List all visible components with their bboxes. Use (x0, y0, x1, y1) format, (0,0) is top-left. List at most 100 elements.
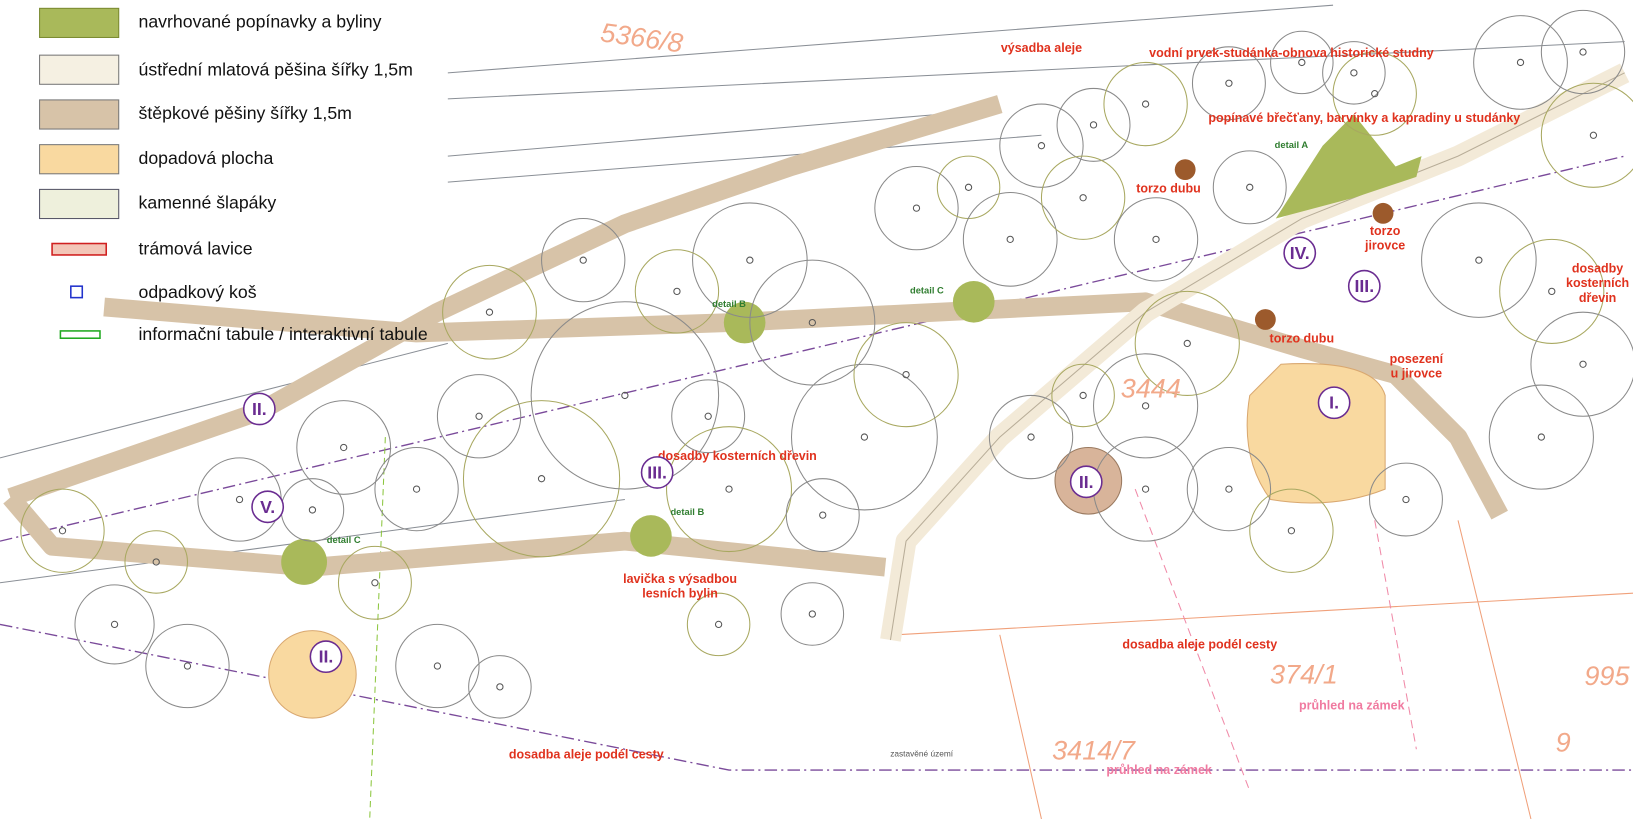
tree-trunk (1142, 101, 1148, 107)
tree-trunk (184, 663, 190, 669)
detail-label: detail C (910, 285, 944, 295)
annotation-line: u jirovce (1391, 367, 1442, 381)
tree-crown (786, 479, 859, 552)
tree-crown (281, 479, 343, 541)
annotation: vodní prvek-studánka-obnova historické s… (1149, 46, 1434, 60)
tree-trunk (1549, 288, 1555, 294)
parcel-number: 3444 (1121, 374, 1181, 404)
tree-trunk (1028, 434, 1034, 440)
tree-crown (463, 401, 619, 557)
annotation: výsadba aleje (1001, 41, 1082, 55)
tree-trunk (715, 621, 721, 627)
zone-label: zastavěné území (890, 749, 954, 759)
parcel-number: 3414/7 (1052, 736, 1136, 766)
parcel-number: 374/1 (1270, 660, 1338, 690)
legend-swatch (40, 100, 119, 129)
tree-trunk (413, 486, 419, 492)
detail-label: detail B (712, 299, 746, 309)
zone-marker: II. (1079, 472, 1094, 492)
tree-trunk (820, 512, 826, 518)
tree-trunk (965, 184, 971, 190)
tree-crown (396, 624, 479, 707)
legend-label: trámová lavice (139, 238, 253, 258)
legend-swatch (40, 189, 119, 218)
tree-trunk (1538, 434, 1544, 440)
tree-crown (437, 375, 520, 458)
legend-label: navrhované popínavky a byliny (139, 12, 382, 32)
annotation-line: lavička s výsadbou (623, 572, 737, 586)
annotation-line: posezení (1390, 352, 1444, 366)
annotation-line: dosadba aleje podél cesty (509, 748, 664, 762)
tree-crown (1541, 10, 1624, 93)
tree-crown (1041, 156, 1124, 239)
tree-trunk (538, 476, 544, 482)
tree-crown (146, 624, 229, 707)
zone-marker: II. (252, 399, 267, 419)
tree-crown (1104, 62, 1187, 145)
tree-crown (792, 364, 938, 510)
tree-crown (1187, 447, 1270, 530)
tree-crown (1422, 203, 1537, 317)
annotation-line: výsadba aleje (1001, 41, 1082, 55)
oak-torso (1255, 309, 1276, 330)
page: Plan html,body{margin:0;padding:0;backgr… (0, 0, 1633, 819)
oak-torso (1175, 159, 1196, 180)
annotation: dosadba aleje podél cesty (509, 748, 664, 762)
tree-trunk (1007, 236, 1013, 242)
annotation: dosadba aleje podél cesty (1122, 637, 1277, 651)
tree-crown (469, 656, 531, 718)
tree-trunk (1153, 236, 1159, 242)
tree-trunk (476, 413, 482, 419)
tree-crown (1531, 312, 1633, 416)
legend-label: dopadová plocha (139, 148, 274, 168)
annotation: torzo dubu (1270, 331, 1335, 345)
tree-trunk (59, 528, 65, 534)
tree-crown (1114, 198, 1197, 281)
tree-trunk (1590, 132, 1596, 138)
annotation: torzo dubu (1136, 182, 1201, 196)
tree-trunk (1080, 195, 1086, 201)
tree-trunk (861, 434, 867, 440)
tree-trunk (1226, 486, 1232, 492)
annotation-line: torzo dubu (1270, 331, 1335, 345)
legend-label: ústřední mlatová pěšina šířky 1,5m (139, 59, 413, 79)
tree-crown (667, 427, 792, 552)
legend-swatch (40, 55, 119, 84)
annotation: dosadbykosterníchdřevin (1566, 262, 1629, 305)
annotation-line: torzo (1370, 224, 1401, 238)
tree-crown (1213, 151, 1286, 224)
tree-trunk (809, 611, 815, 617)
tree-crown (963, 193, 1057, 287)
legend-swatch (52, 244, 106, 255)
zone-marker: II. (319, 647, 334, 667)
legend-label: kamenné šlapáky (139, 193, 277, 213)
tree-crown (1271, 31, 1333, 93)
tree-crown (687, 593, 749, 655)
parcel-number: 5366/8 (599, 17, 685, 58)
tree-trunk (1184, 340, 1190, 346)
tree-crown (1489, 385, 1593, 489)
tree-trunk (372, 580, 378, 586)
tree-crown (1474, 16, 1568, 110)
plan-map: navrhované popínavky a byliny ústřední m… (0, 0, 1633, 819)
detail-label: detail B (670, 507, 704, 517)
tree-crown (375, 447, 458, 530)
annotation: průhled na zámek (1299, 699, 1405, 713)
annotation-line: dosadby kosterních dřevin (658, 449, 817, 463)
tree-trunk (1403, 496, 1409, 502)
tree-trunk (434, 663, 440, 669)
legend-label: štěpkové pěšiny šířky 1,5m (139, 103, 352, 123)
zone-marker: III. (1354, 276, 1374, 296)
tree-trunk (1517, 59, 1523, 65)
tree-crown (854, 323, 958, 427)
tree-trunk (726, 486, 732, 492)
annotation-line: kosterních (1566, 276, 1629, 290)
tree-crown (937, 156, 999, 218)
tree-crown (297, 401, 391, 495)
annotation-line: dosadby (1572, 262, 1623, 276)
tree-crown (672, 380, 745, 453)
legend-label: informační tabule / interaktivní tabule (139, 324, 428, 344)
tree-trunk (1142, 403, 1148, 409)
